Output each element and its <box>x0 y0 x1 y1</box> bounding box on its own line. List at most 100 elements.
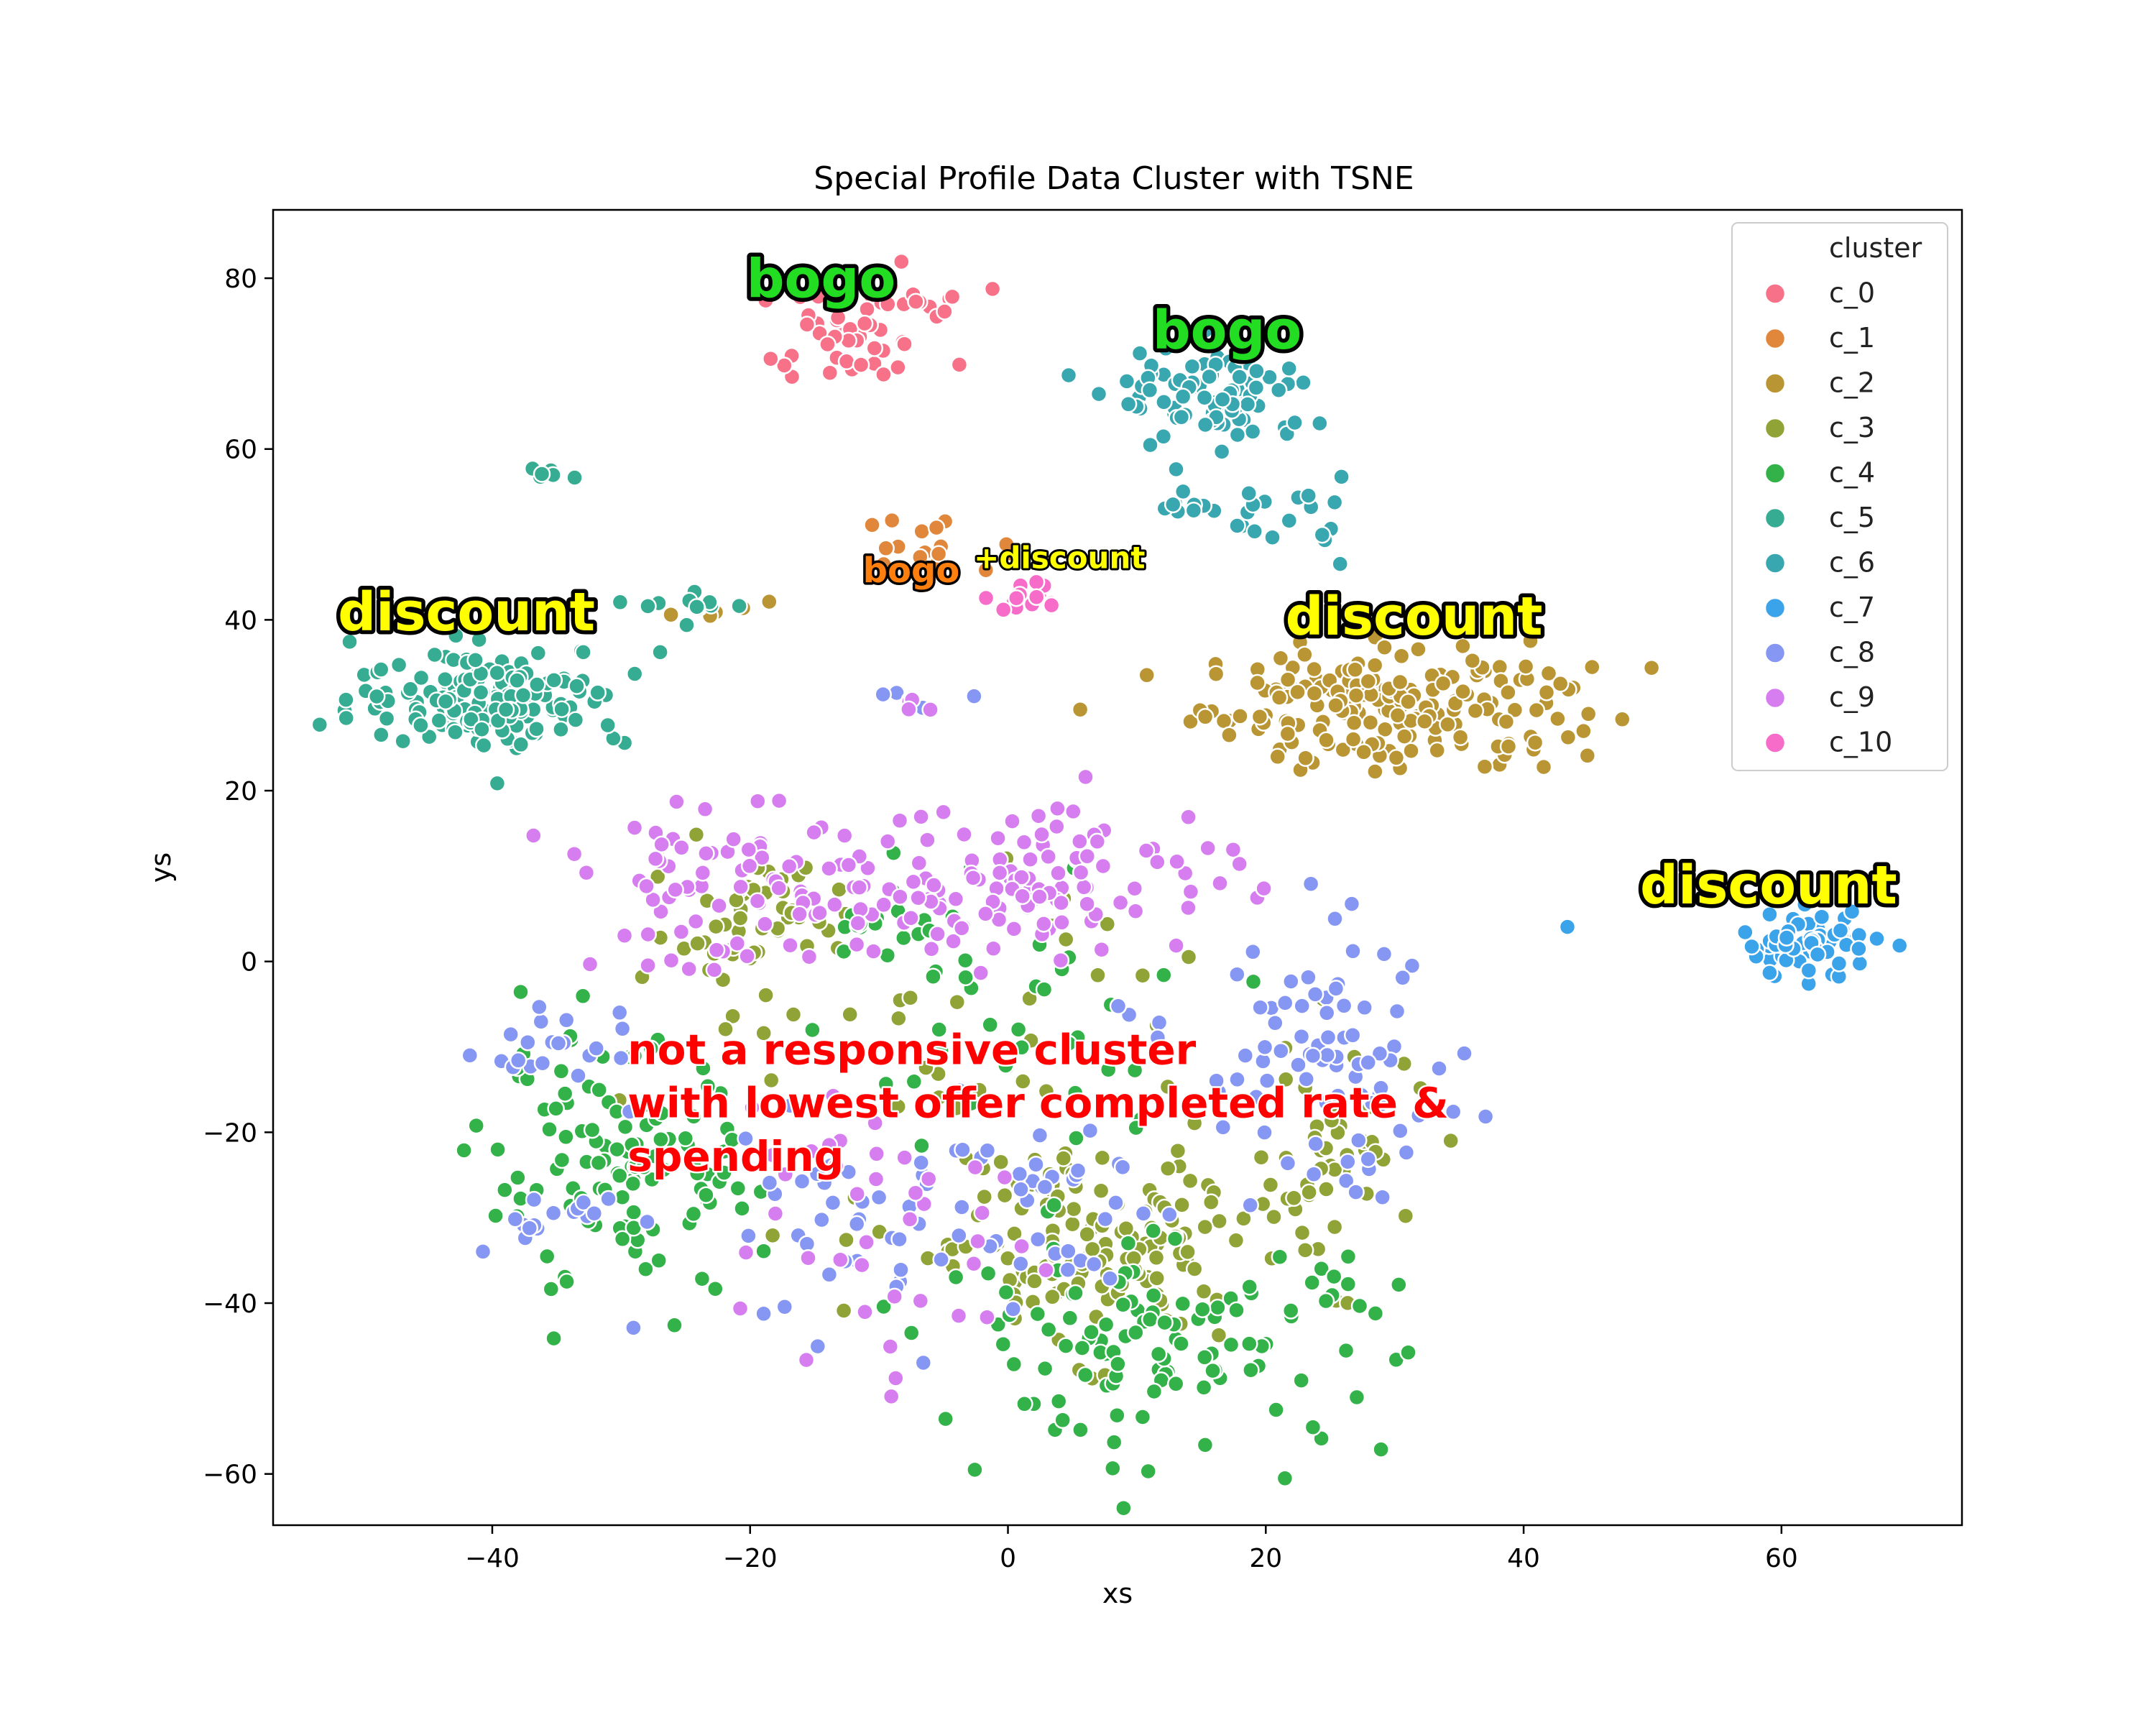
point <box>1141 1310 1159 1329</box>
point <box>1579 705 1598 723</box>
point <box>946 890 965 908</box>
point <box>905 1072 923 1091</box>
point <box>1355 743 1373 761</box>
point <box>1300 1183 1318 1202</box>
point <box>613 1230 632 1248</box>
point <box>1317 1004 1336 1022</box>
point <box>401 680 420 699</box>
point <box>1375 945 1393 963</box>
point <box>877 539 895 558</box>
annotation-label: bogo <box>747 249 896 310</box>
point <box>680 960 698 978</box>
point <box>913 523 931 540</box>
point <box>390 656 408 674</box>
legend-marker <box>1764 372 1787 395</box>
point <box>1099 1060 1118 1079</box>
legend-marker <box>1764 462 1787 484</box>
point <box>881 277 900 295</box>
point <box>1031 1126 1049 1144</box>
point <box>1052 893 1070 912</box>
point <box>1796 896 1814 914</box>
point <box>508 671 526 690</box>
point <box>1285 1189 1303 1208</box>
point <box>1036 1359 1054 1378</box>
point <box>730 597 748 615</box>
point <box>1238 395 1257 413</box>
point <box>525 827 543 845</box>
point <box>1089 966 1107 985</box>
point <box>762 1071 780 1090</box>
point <box>737 1129 755 1148</box>
point <box>781 936 799 954</box>
point <box>1008 589 1026 607</box>
point <box>1109 997 1128 1016</box>
point <box>800 947 819 966</box>
point <box>1851 954 1869 972</box>
point <box>724 1007 742 1026</box>
point <box>1127 1323 1145 1342</box>
annotation-label: bogo <box>863 551 960 591</box>
point <box>1248 362 1266 380</box>
point <box>717 1020 734 1039</box>
point <box>1527 701 1546 719</box>
point <box>639 925 657 944</box>
point <box>1156 1313 1174 1332</box>
point <box>995 1168 1014 1187</box>
point <box>1174 482 1192 501</box>
point <box>1067 1284 1084 1302</box>
point <box>1335 997 1353 1015</box>
point <box>638 1213 656 1231</box>
point <box>1076 1366 1095 1384</box>
point <box>1279 724 1297 743</box>
point <box>748 892 767 910</box>
point <box>893 252 911 271</box>
series-c_0 <box>757 252 1002 386</box>
point <box>1155 393 1173 411</box>
point <box>650 1251 668 1269</box>
point <box>502 1025 520 1044</box>
point <box>1092 940 1111 959</box>
point <box>738 947 756 965</box>
point <box>1141 381 1159 400</box>
point <box>1302 875 1320 893</box>
point <box>1800 961 1818 980</box>
point <box>729 1179 747 1197</box>
point <box>808 1337 827 1356</box>
point <box>1045 1196 1063 1214</box>
point <box>852 356 870 374</box>
point <box>1230 855 1248 873</box>
point <box>1279 1154 1297 1172</box>
point <box>921 701 939 719</box>
point <box>972 964 990 982</box>
point <box>1066 1084 1084 1102</box>
point <box>436 692 455 711</box>
point <box>1003 812 1021 830</box>
series-c_5 <box>310 459 748 793</box>
point <box>1013 1039 1031 1057</box>
point <box>1179 898 1197 917</box>
point <box>830 880 848 898</box>
point <box>1830 954 1848 972</box>
point <box>892 1261 910 1279</box>
point <box>930 1088 948 1107</box>
point <box>1088 832 1107 851</box>
point <box>1319 1029 1337 1046</box>
point <box>1154 428 1173 446</box>
point <box>1761 964 1779 982</box>
red-annotation-line: with lowest offer completed rate & <box>627 1079 1448 1128</box>
point <box>558 1272 576 1291</box>
point <box>1005 920 1023 938</box>
point <box>1373 1188 1391 1206</box>
point <box>1147 1248 1166 1267</box>
point <box>902 908 920 927</box>
point <box>728 934 747 952</box>
point <box>824 1087 842 1105</box>
point <box>1551 675 1570 693</box>
point <box>737 1243 755 1261</box>
point <box>1345 714 1363 732</box>
point <box>488 663 506 682</box>
point <box>979 1264 998 1282</box>
legend-entry: c_4 <box>1829 457 1875 489</box>
point <box>520 1219 539 1237</box>
point <box>1148 853 1166 871</box>
